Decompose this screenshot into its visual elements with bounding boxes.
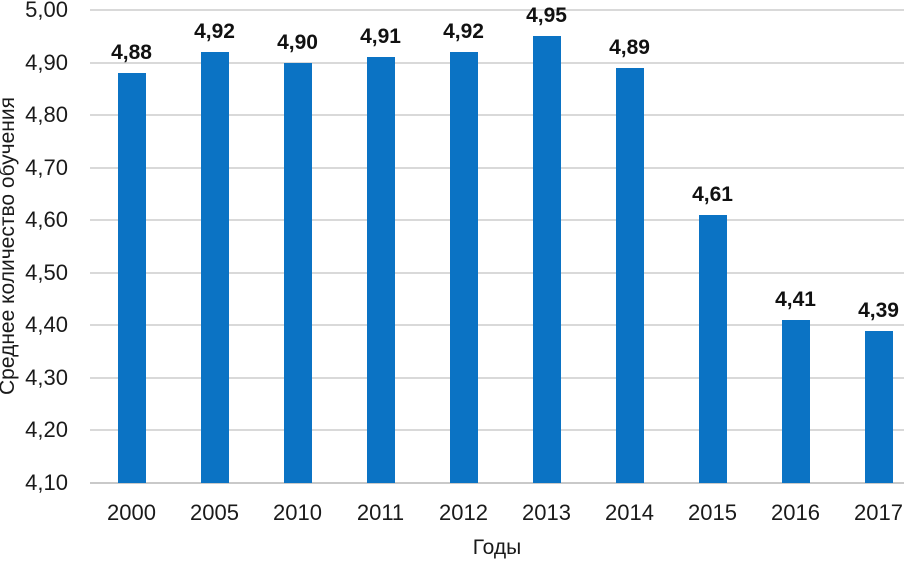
bar-value-label: 4,41 — [775, 288, 816, 312]
x-tick-label: 2013 — [522, 500, 571, 525]
gridline — [90, 376, 904, 379]
y-tick-label: 4,90 — [25, 49, 68, 75]
x-tick-label: 2005 — [190, 500, 239, 525]
bar — [864, 330, 893, 483]
y-tick-label: 4,80 — [25, 102, 68, 128]
y-tick-label: 4,60 — [25, 207, 68, 233]
x-tick-label: 2017 — [854, 500, 903, 525]
bar — [283, 62, 312, 483]
bar-value-label: 4,92 — [443, 20, 484, 44]
bar — [532, 36, 561, 483]
bar — [366, 57, 395, 483]
bar-value-label: 4,39 — [858, 298, 899, 322]
y-tick-label: 5,00 — [25, 0, 68, 22]
x-tick-label: 2011 — [356, 500, 405, 525]
y-axis-title-text: Среднее количество обучения — [0, 97, 19, 395]
gridline — [90, 324, 904, 327]
y-tick-label: 4,10 — [25, 470, 68, 495]
x-tick-label: 2014 — [605, 500, 654, 525]
y-tick-label: 4,30 — [25, 364, 68, 390]
gridline — [90, 482, 904, 484]
gridline — [90, 219, 904, 222]
gridline — [90, 61, 904, 64]
gridline — [90, 9, 904, 11]
bar — [200, 52, 229, 483]
x-tick-label: 2015 — [688, 500, 737, 525]
bar-value-label: 4,95 — [526, 4, 567, 28]
y-tick-label: 4,20 — [25, 417, 68, 443]
bar — [615, 67, 644, 483]
bar — [698, 214, 727, 483]
gridline — [90, 114, 904, 117]
x-tick-label: 2000 — [107, 500, 156, 525]
plot-area: 4,88 4,92 4,90 4,91 4,92 4,95 4,89 4,61 4,41 4,39 — [90, 4, 904, 484]
x-tick-label: 2012 — [439, 500, 488, 525]
bar-value-label: 4,90 — [277, 30, 318, 54]
y-tick-label: 4,70 — [25, 154, 68, 180]
bar-value-label: 4,92 — [194, 20, 235, 44]
bar — [117, 73, 146, 483]
gridline — [90, 166, 904, 169]
bar-value-label: 4,88 — [111, 41, 152, 65]
x-tick-label: 2010 — [273, 500, 322, 525]
bar-value-label: 4,61 — [692, 182, 733, 206]
y-tick-label: 4,50 — [25, 259, 68, 285]
x-axis-title: Годы — [472, 536, 522, 559]
bar-value-label: 4,91 — [360, 25, 401, 49]
gridline — [90, 429, 904, 432]
bar-value-label: 4,89 — [609, 35, 650, 59]
bar — [781, 320, 810, 483]
x-tick-label: 2016 — [771, 500, 820, 525]
gridline — [90, 271, 904, 274]
y-tick-label: 4,40 — [25, 312, 68, 338]
bar — [449, 52, 478, 483]
